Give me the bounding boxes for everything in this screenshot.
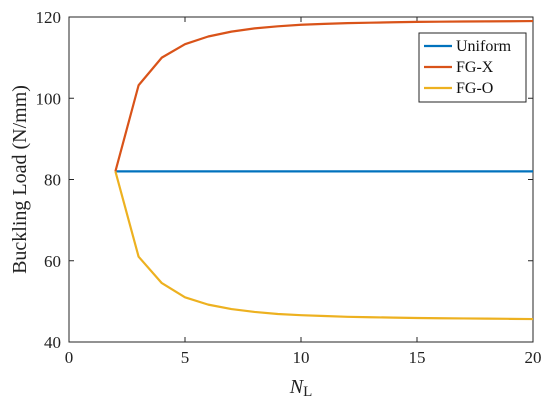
legend: Uniform FG-X FG-O <box>418 32 527 103</box>
y-tick-label: 120 <box>36 8 62 27</box>
series-line-fg-x <box>114 19 534 172</box>
x-axis-label-main: N <box>289 376 305 398</box>
legend-entry: Uniform <box>456 38 512 55</box>
x-tick-label: 15 <box>409 348 426 367</box>
y-tick-label: 40 <box>44 333 61 352</box>
legend-entry: FG-O <box>456 80 493 97</box>
series-line-fg-o <box>114 171 534 321</box>
x-tick-label: 0 <box>65 348 74 367</box>
y-tick-label: 100 <box>36 89 62 108</box>
x-tick-label: 20 <box>525 348 542 367</box>
y-tick-label: 60 <box>44 252 61 271</box>
x-axis-label: NL <box>289 376 313 400</box>
y-tick-label: 80 <box>44 171 61 190</box>
x-tick-label: 10 <box>293 348 310 367</box>
legend-entry: FG-X <box>456 59 494 76</box>
x-axis-label-subscript: L <box>303 384 312 400</box>
x-tick-label: 5 <box>181 348 190 367</box>
y-axis-label: Buckling Load (N/mm) <box>9 85 31 274</box>
